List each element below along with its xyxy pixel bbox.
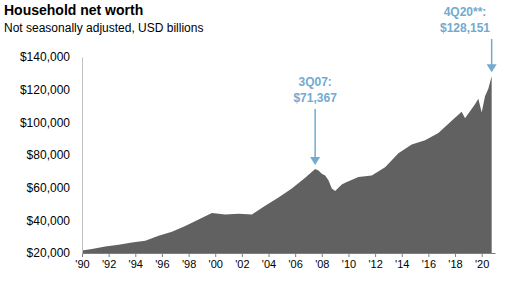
x-tick-mark — [135, 253, 136, 257]
x-tick-label: '94 — [129, 258, 143, 270]
x-tick-mark — [109, 253, 110, 257]
annotation-text: 4Q20**: — [444, 5, 487, 19]
x-tick: '92 — [102, 253, 116, 270]
x-tick-label: '90 — [75, 258, 89, 270]
x-tick-mark — [402, 253, 403, 257]
x-tick: '00 — [209, 253, 223, 270]
x-tick: '02 — [235, 253, 249, 270]
x-tick: '06 — [288, 253, 302, 270]
y-tick-label: $40,000 — [27, 214, 71, 228]
x-tick-label: '04 — [262, 258, 276, 270]
annotations: 3Q07: $71,367 4Q20**: $128,151 — [293, 5, 496, 165]
x-tick-mark — [348, 253, 349, 257]
annotation-text: $128,151 — [440, 21, 490, 35]
annotation-arrowhead — [310, 157, 320, 165]
chart-svg: Household net worth Not seasonally adjust… — [0, 0, 505, 294]
x-tick-mark — [428, 253, 429, 257]
chart-container: Household net worth Not seasonally adjust… — [0, 0, 505, 294]
x-tick-label: '10 — [342, 258, 356, 270]
x-tick: '96 — [155, 253, 169, 270]
area — [82, 76, 492, 253]
x-tick: '98 — [182, 253, 196, 270]
y-tick: $60,000 — [27, 181, 82, 195]
x-tick-mark — [82, 253, 83, 257]
x-tick: '04 — [262, 253, 276, 270]
x-tick-label: '12 — [368, 258, 382, 270]
x-tick-mark — [269, 253, 270, 257]
plot-area — [82, 76, 492, 253]
y-tick-label: $60,000 — [27, 181, 71, 195]
x-tick: '12 — [368, 253, 382, 270]
x-tick: '16 — [422, 253, 436, 270]
annotation-arrowhead — [487, 64, 497, 72]
x-tick-mark — [482, 253, 483, 257]
x-tick: '08 — [315, 253, 329, 270]
x-tick: '90 — [75, 253, 89, 270]
x-axis: '90 '92 '94 '96 '98 '00 '02 '04 '06 '08 '10 '12 '14 '… — [75, 253, 495, 270]
y-axis-line — [82, 58, 83, 254]
y-tick: $20,000 — [27, 246, 82, 260]
x-tick-mark — [375, 253, 376, 257]
x-tick: '14 — [395, 253, 409, 270]
x-tick-label: '14 — [395, 258, 409, 270]
y-axis: $20,000 $40,000 $60,000 $80,000 $100,000 $120… — [20, 50, 83, 260]
y-tick: $120,000 — [20, 83, 82, 97]
x-tick-mark — [322, 253, 323, 257]
x-tick-label: '18 — [448, 258, 462, 270]
x-tick-mark — [295, 253, 296, 257]
x-tick-label: '92 — [102, 258, 116, 270]
x-tick-label: '20 — [475, 258, 489, 270]
y-tick-label: $100,000 — [20, 116, 70, 130]
x-tick-mark — [242, 253, 243, 257]
y-tick: $40,000 — [27, 214, 82, 228]
x-tick-mark — [189, 253, 190, 257]
y-tick-label: $80,000 — [27, 148, 71, 162]
subtitle: Not seasonally adjusted, USD billions — [4, 21, 203, 35]
title: Household net worth — [4, 2, 143, 18]
y-tick: $100,000 — [20, 116, 82, 130]
x-tick-label: '96 — [155, 258, 169, 270]
y-tick: $140,000 — [20, 50, 82, 64]
x-axis-line — [83, 253, 496, 254]
x-tick: '20 — [475, 253, 489, 270]
x-tick-mark — [162, 253, 163, 257]
x-tick-label: '00 — [209, 258, 223, 270]
y-tick: $80,000 — [27, 148, 82, 162]
annotation-arrow — [314, 109, 316, 159]
x-tick-label: '08 — [315, 258, 329, 270]
x-tick: '18 — [448, 253, 462, 270]
y-tick-label: $20,000 — [27, 246, 71, 260]
x-tick-label: '16 — [422, 258, 436, 270]
x-tick-mark — [215, 253, 216, 257]
annotation-text: 3Q07: — [298, 75, 331, 89]
annotation-text: $71,367 — [293, 91, 337, 105]
x-tick-label: '06 — [288, 258, 302, 270]
annotation-arrow — [491, 39, 493, 66]
x-tick: '94 — [129, 253, 143, 270]
y-tick-label: $140,000 — [20, 50, 70, 64]
x-tick-mark — [455, 253, 456, 257]
x-tick-label: '98 — [182, 258, 196, 270]
y-tick-label: $120,000 — [20, 83, 70, 97]
x-tick: '10 — [342, 253, 356, 270]
x-tick-label: '02 — [235, 258, 249, 270]
